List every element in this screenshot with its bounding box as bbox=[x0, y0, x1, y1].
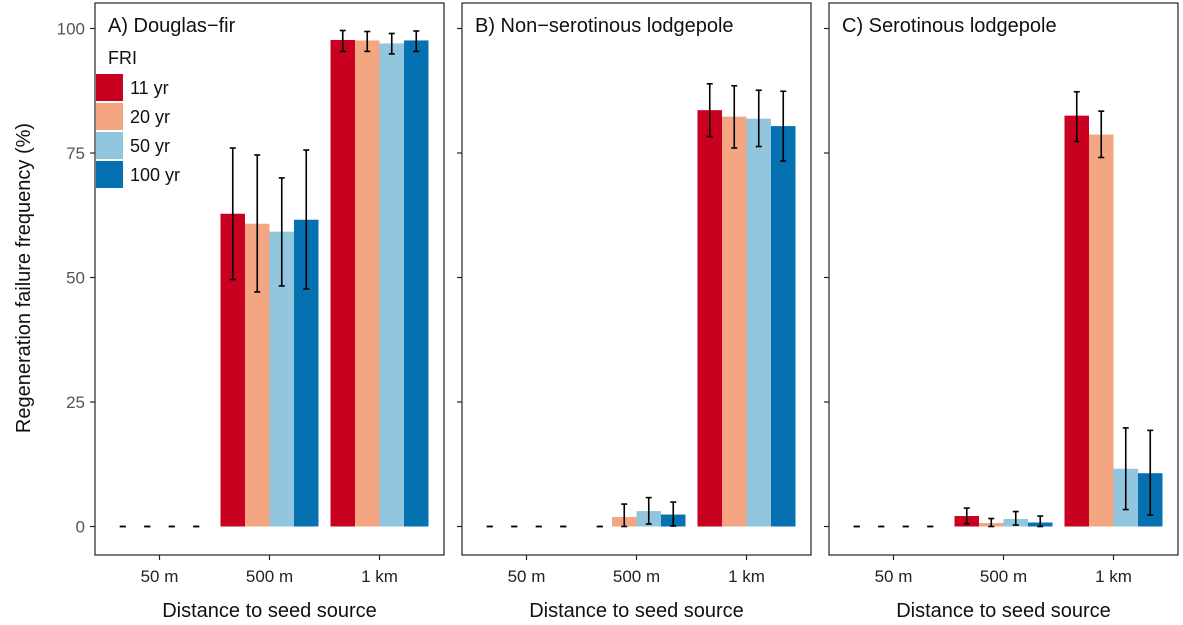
bar-11-yr-1-km bbox=[1064, 115, 1089, 527]
panel-3: 50 m 500 m 1 km C) Serotinous lodgepole Dist… bbox=[824, 2, 1179, 622]
legend-swatch-20-yr bbox=[96, 103, 123, 130]
x-axis-label: Distance to seed source bbox=[896, 600, 1111, 622]
bar-20-yr-1-km bbox=[722, 116, 747, 527]
bar-11-yr-1-km bbox=[330, 39, 355, 527]
x-tick-label: 50 m bbox=[508, 567, 546, 586]
legend-label: 20 yr bbox=[130, 107, 170, 127]
chart-panels: 0 25 50 75 100 50 m 500 m 1 km A) Douglas−fir Dis… bbox=[57, 2, 1179, 622]
bar-20-yr-1-km bbox=[355, 40, 380, 527]
x-axis-label: Distance to seed source bbox=[529, 600, 744, 622]
bar-50-yr-1-km bbox=[746, 118, 771, 527]
legend-swatch-50-yr bbox=[96, 132, 123, 159]
y-tick-label: 100 bbox=[57, 20, 85, 39]
bar-100-yr-1-km bbox=[404, 40, 429, 527]
x-tick-label: 50 m bbox=[875, 567, 913, 586]
legend-label: 50 yr bbox=[130, 136, 170, 156]
y-tick-label: 50 bbox=[66, 269, 85, 288]
x-tick-label: 500 m bbox=[980, 567, 1027, 586]
bar-20-yr-1-km bbox=[1089, 134, 1114, 527]
y-tick-label: 75 bbox=[66, 144, 85, 163]
y-tick-label: 0 bbox=[76, 518, 85, 537]
panel-border bbox=[828, 2, 1179, 556]
panel-title: C) Serotinous lodgepole bbox=[842, 15, 1057, 37]
panel-1: 0 25 50 75 100 50 m 500 m 1 km A) Douglas−fir Dis… bbox=[57, 2, 445, 622]
panel-title: A) Douglas−fir bbox=[108, 15, 236, 37]
bar-50-yr-1-km bbox=[379, 43, 404, 527]
panel-title: B) Non−serotinous lodgepole bbox=[475, 15, 734, 37]
panel-2: 50 m 500 m 1 km B) Non−serotinous lodgepole… bbox=[457, 2, 812, 622]
x-tick-label: 1 km bbox=[728, 567, 765, 586]
x-tick-label: 500 m bbox=[246, 567, 293, 586]
legend-label: 11 yr bbox=[130, 78, 169, 98]
x-tick-label: 50 m bbox=[141, 567, 179, 586]
bar-11-yr-1-km bbox=[697, 110, 722, 527]
x-tick-label: 1 km bbox=[1095, 567, 1132, 586]
x-axis-label: Distance to seed source bbox=[162, 600, 377, 622]
legend-label: 100 yr bbox=[130, 165, 180, 185]
x-tick-label: 1 km bbox=[361, 567, 398, 586]
legend-swatch-11-yr bbox=[96, 74, 123, 101]
x-tick-label: 500 m bbox=[613, 567, 660, 586]
legend-swatch-100-yr bbox=[96, 161, 123, 188]
legend-title: FRI bbox=[108, 48, 137, 68]
y-axis-label: Regeneration failure frequency (%) bbox=[13, 123, 35, 433]
y-tick-label: 25 bbox=[66, 393, 85, 412]
legend: FRI 11 yr 20 yr 50 yr 100 yr bbox=[96, 48, 180, 188]
bar-100-yr-1-km bbox=[771, 126, 796, 527]
